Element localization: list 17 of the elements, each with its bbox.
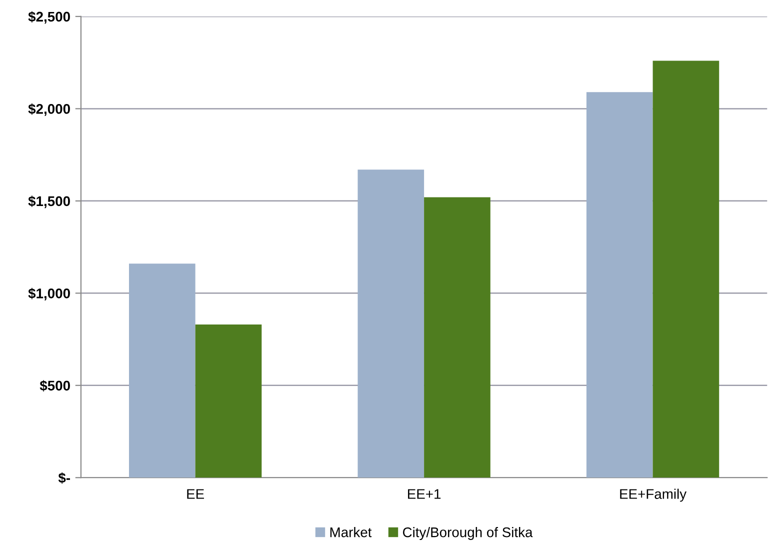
y-tick-label: $2,500 [28,11,70,24]
y-tick-label: $- [58,472,70,484]
x-tick-label: EE [187,489,204,499]
bar [128,264,196,478]
y-tick-label: $1,000 [28,288,70,300]
bar [652,60,720,478]
x-tick-label: EE+Family [620,488,687,502]
bar [586,92,653,478]
y-tick-label: $2,000 [28,103,70,116]
bar [424,197,490,478]
y-tick-label: $500 [40,380,70,392]
legend-label: Market [330,527,372,538]
bar [195,324,262,478]
y-tick-label: $1,500 [28,196,70,208]
bar [358,170,424,478]
legend-label: City/Borough of Sitka [402,527,533,540]
x-tick-label: EE+1 [408,489,441,499]
